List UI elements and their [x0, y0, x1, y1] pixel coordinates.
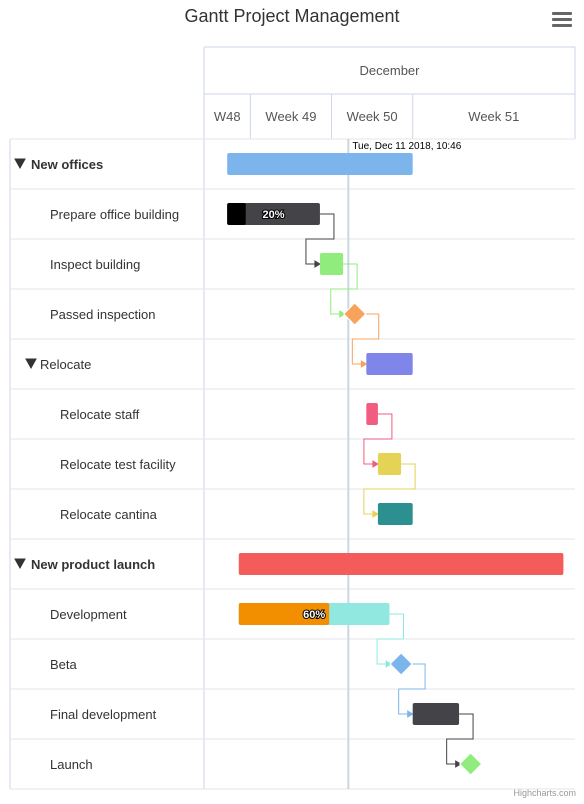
- dependency-connector: [446, 713, 474, 765]
- task-progress-fill: [227, 203, 246, 225]
- dependency-arrow-icon: [360, 360, 368, 368]
- dependency-connector: [305, 213, 335, 265]
- dependency-connector: [351, 313, 380, 365]
- task-label[interactable]: Prepare office building: [50, 207, 179, 222]
- week-tick-label: Week 49: [265, 109, 316, 124]
- dependency-connector: [363, 463, 416, 515]
- chart-title: Gantt Project Management: [184, 6, 400, 26]
- task-label[interactable]: Final development: [50, 707, 157, 722]
- dependency-connector: [330, 263, 358, 315]
- task-label[interactable]: New product launch: [31, 557, 155, 572]
- task-bar[interactable]: [319, 253, 344, 275]
- task-label[interactable]: Relocate cantina: [60, 507, 158, 522]
- collapse-arrow-icon[interactable]: [25, 358, 37, 370]
- task-bar[interactable]: [366, 403, 378, 425]
- dependency-connector: [376, 613, 404, 665]
- week-tick-label: Week 50: [347, 109, 398, 124]
- week-tick-label: W48: [214, 109, 241, 124]
- dependency-arrow-icon: [339, 310, 346, 318]
- task-bar[interactable]: [377, 503, 413, 525]
- task-bar[interactable]: [412, 703, 460, 725]
- dependency-connector: [363, 413, 393, 465]
- task-label[interactable]: New offices: [31, 157, 103, 172]
- menu-bar-icon: [552, 24, 572, 27]
- task-progress-fill: [238, 603, 330, 625]
- collapse-arrow-icon[interactable]: [14, 158, 26, 170]
- task-bar[interactable]: [227, 203, 320, 225]
- context-menu-button[interactable]: [552, 12, 572, 30]
- dependency-arrow-icon: [372, 460, 379, 468]
- task-label[interactable]: Relocate: [40, 357, 91, 372]
- milestone-marker[interactable]: [343, 302, 367, 326]
- task-label[interactable]: Passed inspection: [50, 307, 156, 322]
- task-label[interactable]: Relocate staff: [60, 407, 140, 422]
- dependency-arrow-icon: [372, 510, 379, 518]
- collapse-arrow-icon[interactable]: [14, 558, 26, 570]
- dependency-arrow-icon: [455, 760, 462, 768]
- task-label[interactable]: Development: [50, 607, 127, 622]
- milestone-marker[interactable]: [389, 652, 413, 676]
- milestone-marker[interactable]: [458, 752, 483, 776]
- task-label[interactable]: Relocate test facility: [60, 457, 176, 472]
- menu-bar-icon: [552, 18, 572, 21]
- credits-link[interactable]: Highcharts.com: [513, 788, 576, 798]
- task-bar[interactable]: [227, 153, 413, 175]
- task-label[interactable]: Launch: [50, 757, 93, 772]
- task-bar[interactable]: [377, 453, 402, 475]
- dependency-arrow-icon: [314, 260, 321, 268]
- week-tick-label: Week 51: [468, 109, 519, 124]
- dependency-connector: [398, 663, 426, 715]
- task-bar[interactable]: [238, 553, 564, 575]
- dependency-arrow-icon: [407, 710, 414, 718]
- task-label[interactable]: Inspect building: [50, 257, 140, 272]
- completion-label: 60%: [303, 609, 325, 621]
- task-bar[interactable]: [366, 353, 413, 375]
- current-date-label: Tue, Dec 11 2018, 10:46: [352, 141, 461, 152]
- completion-label: 20%: [263, 209, 285, 221]
- menu-bar-icon: [552, 12, 572, 15]
- month-label: December: [360, 63, 421, 78]
- dependency-arrow-icon: [385, 660, 393, 668]
- task-label[interactable]: Beta: [50, 657, 78, 672]
